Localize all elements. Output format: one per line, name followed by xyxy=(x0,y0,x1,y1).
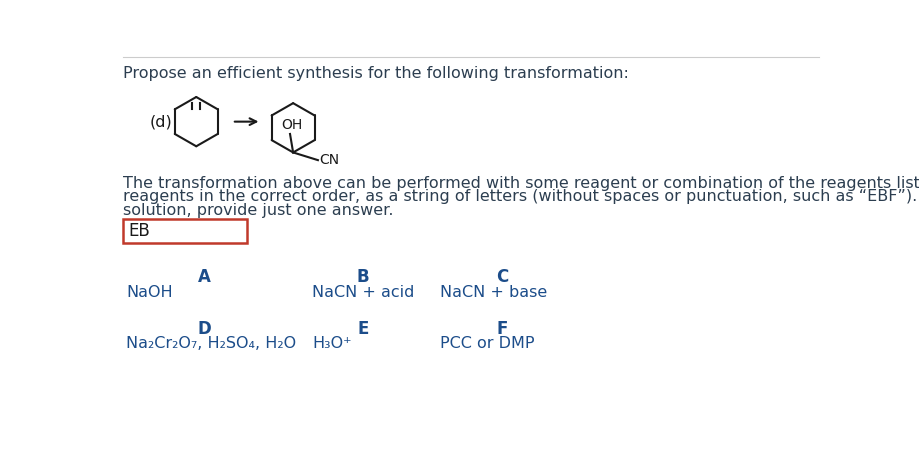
Text: NaCN + base: NaCN + base xyxy=(440,285,548,300)
Text: E: E xyxy=(357,320,369,338)
Text: EB: EB xyxy=(129,222,151,240)
Text: A: A xyxy=(198,268,210,286)
Text: OH: OH xyxy=(281,119,302,132)
Text: NaCN + acid: NaCN + acid xyxy=(312,285,414,300)
Text: B: B xyxy=(357,268,369,286)
Text: reagents in the correct order, as a string of letters (without spaces or punctua: reagents in the correct order, as a stri… xyxy=(122,189,919,204)
Text: PCC or DMP: PCC or DMP xyxy=(440,336,535,352)
Text: D: D xyxy=(197,320,210,338)
Text: Propose an efficient synthesis for the following transformation:: Propose an efficient synthesis for the f… xyxy=(122,66,629,81)
Text: Na₂Cr₂O₇, H₂SO₄, H₂O: Na₂Cr₂O₇, H₂SO₄, H₂O xyxy=(127,336,297,352)
Text: F: F xyxy=(496,320,508,338)
Text: solution, provide just one answer.: solution, provide just one answer. xyxy=(122,203,393,218)
FancyBboxPatch shape xyxy=(122,220,246,242)
Text: The transformation above can be performed with some reagent or combination of th: The transformation above can be performe… xyxy=(122,176,919,190)
Text: C: C xyxy=(496,268,508,286)
Text: CN: CN xyxy=(320,153,340,167)
Text: (d): (d) xyxy=(150,114,173,129)
Text: NaOH: NaOH xyxy=(127,285,173,300)
Text: H₃O⁺: H₃O⁺ xyxy=(312,336,352,352)
